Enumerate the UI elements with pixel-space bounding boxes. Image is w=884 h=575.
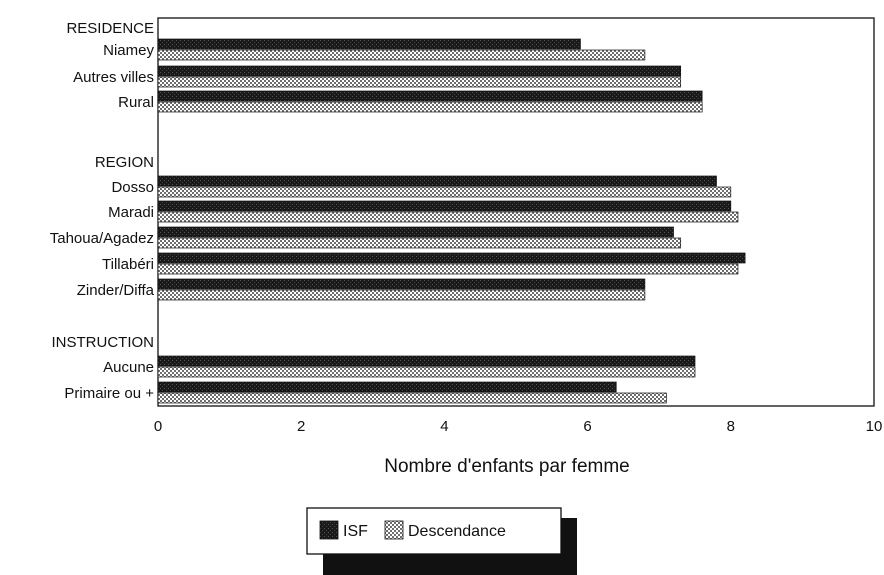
bar-isf: [157, 355, 696, 367]
legend-box: [306, 507, 562, 555]
category-label: Primaire ou +: [64, 385, 154, 402]
bar-descendance: [157, 289, 646, 301]
x-axis-title: Nombre d'enfants par femme: [384, 456, 629, 477]
category-label: Aucune: [103, 359, 154, 376]
bar-descendance: [157, 76, 682, 88]
category-label: Zinder/Diffa: [77, 282, 155, 299]
bar-isf: [157, 381, 617, 393]
bar-isf: [157, 38, 581, 50]
bar-descendance: [157, 211, 739, 223]
bar-descendance: [157, 392, 667, 404]
bar-isf: [157, 252, 746, 264]
bar-descendance: [157, 101, 703, 113]
x-tick-label: 10: [866, 418, 883, 435]
bar-isf: [157, 200, 732, 212]
bar-descendance: [157, 237, 682, 249]
bar-isf: [157, 226, 674, 238]
category-label: Autres villes: [73, 69, 154, 86]
bar-isf: [157, 175, 717, 187]
legend: ISF Descendance: [306, 507, 577, 575]
category-label: Tillabéri: [102, 256, 154, 273]
category-label: Maradi: [108, 204, 154, 221]
group-label-0: RESIDENCE: [66, 20, 154, 37]
bar-isf: [157, 90, 703, 102]
legend-swatch-isf: [319, 520, 339, 540]
x-tick-label: 2: [297, 418, 305, 435]
legend-swatch-descendance: [384, 520, 404, 540]
bar-descendance: [157, 49, 646, 61]
category-label: Niamey: [103, 42, 154, 59]
x-tick-label: 0: [154, 418, 162, 435]
x-tick-label: 8: [727, 418, 735, 435]
category-label: Tahoua/Agadez: [50, 230, 154, 247]
bar-isf: [157, 65, 682, 77]
category-label: Rural: [118, 94, 154, 111]
bar-descendance: [157, 366, 696, 378]
bar-descendance: [157, 186, 732, 198]
x-tick-label: 6: [583, 418, 591, 435]
bar-descendance: [157, 263, 739, 275]
group-label-1: REGION: [95, 154, 154, 171]
x-tick-label: 4: [440, 418, 448, 435]
bar-isf: [157, 278, 646, 290]
category-label: Dosso: [111, 179, 154, 196]
legend-label-isf: ISF: [343, 523, 368, 540]
group-label-2: INSTRUCTION: [52, 334, 155, 351]
legend-label-descendance: Descendance: [408, 523, 506, 540]
